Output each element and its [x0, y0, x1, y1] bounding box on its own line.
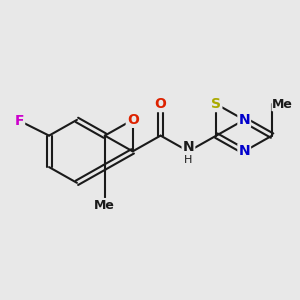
Text: H: H — [184, 155, 193, 165]
Text: Me: Me — [94, 199, 115, 212]
Text: F: F — [15, 114, 24, 128]
Text: N: N — [183, 140, 194, 154]
Text: S: S — [211, 97, 221, 111]
Text: N: N — [238, 113, 250, 127]
Text: O: O — [127, 113, 139, 127]
Text: O: O — [154, 97, 166, 111]
Text: Me: Me — [272, 98, 293, 111]
Text: N: N — [238, 144, 250, 158]
